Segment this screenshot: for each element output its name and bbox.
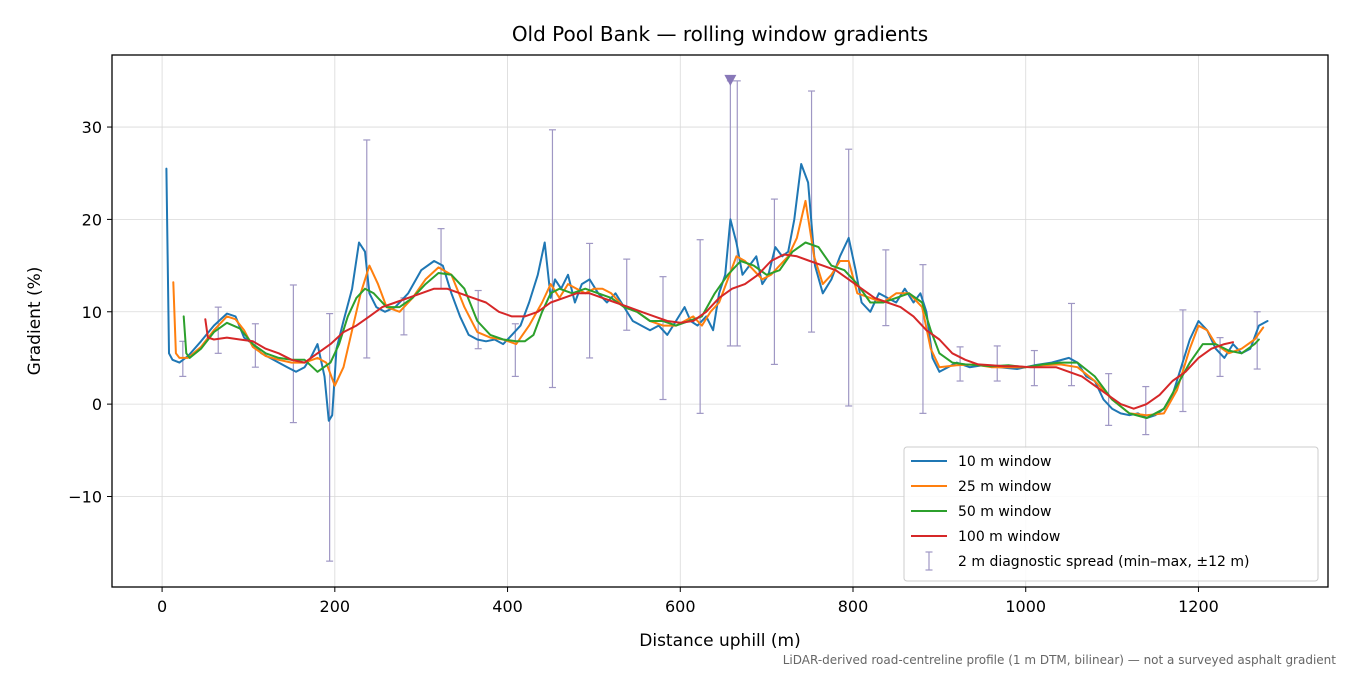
y-axis-title: Gradient (%): [25, 267, 45, 376]
legend-label: 25 m window: [958, 479, 1051, 495]
y-tick-label: 30: [82, 118, 102, 137]
legend: 10 m window 25 m window 50 m window 100 m w…: [903, 446, 1319, 582]
x-axis-title: Distance uphill (m): [639, 631, 800, 651]
x-tick-label: 800: [838, 597, 869, 616]
x-tick-label: 400: [492, 597, 523, 616]
legend-label: 50 m window: [958, 504, 1051, 520]
y-tick-label: −10: [68, 487, 102, 506]
footnote: LiDAR-derived road-centreline profile (1…: [783, 653, 1337, 667]
x-tick-label: 200: [320, 597, 351, 616]
y-tick-label: 20: [82, 210, 102, 229]
x-tick-label: 600: [665, 597, 696, 616]
series-line: [165, 163, 1269, 422]
y-tick-label: 10: [82, 303, 102, 322]
series-line: [182, 241, 1260, 419]
x-tick-label: 1200: [1178, 597, 1219, 616]
legend-label: 10 m window: [958, 454, 1051, 470]
legend-label: 2 m diagnostic spread (min–max, ±12 m): [958, 554, 1249, 570]
ticks-layer: 0 200 400 600 800 1000 1200 −10 0 10 20 30: [68, 118, 1219, 616]
legend-label: 100 m window: [958, 529, 1060, 545]
x-tick-label: 0: [157, 597, 167, 616]
series-layer: [165, 163, 1269, 422]
legend-frame: [903, 446, 1319, 582]
grid-layer: [112, 55, 1328, 587]
y-tick-label: 0: [92, 395, 102, 414]
series-line: [204, 253, 1234, 410]
chart-title: Old Pool Bank — rolling window gradients: [512, 22, 928, 46]
clipped-marker-triangle: [724, 74, 737, 86]
x-tick-label: 1000: [1005, 597, 1046, 616]
plot-frame: [111, 54, 1329, 588]
